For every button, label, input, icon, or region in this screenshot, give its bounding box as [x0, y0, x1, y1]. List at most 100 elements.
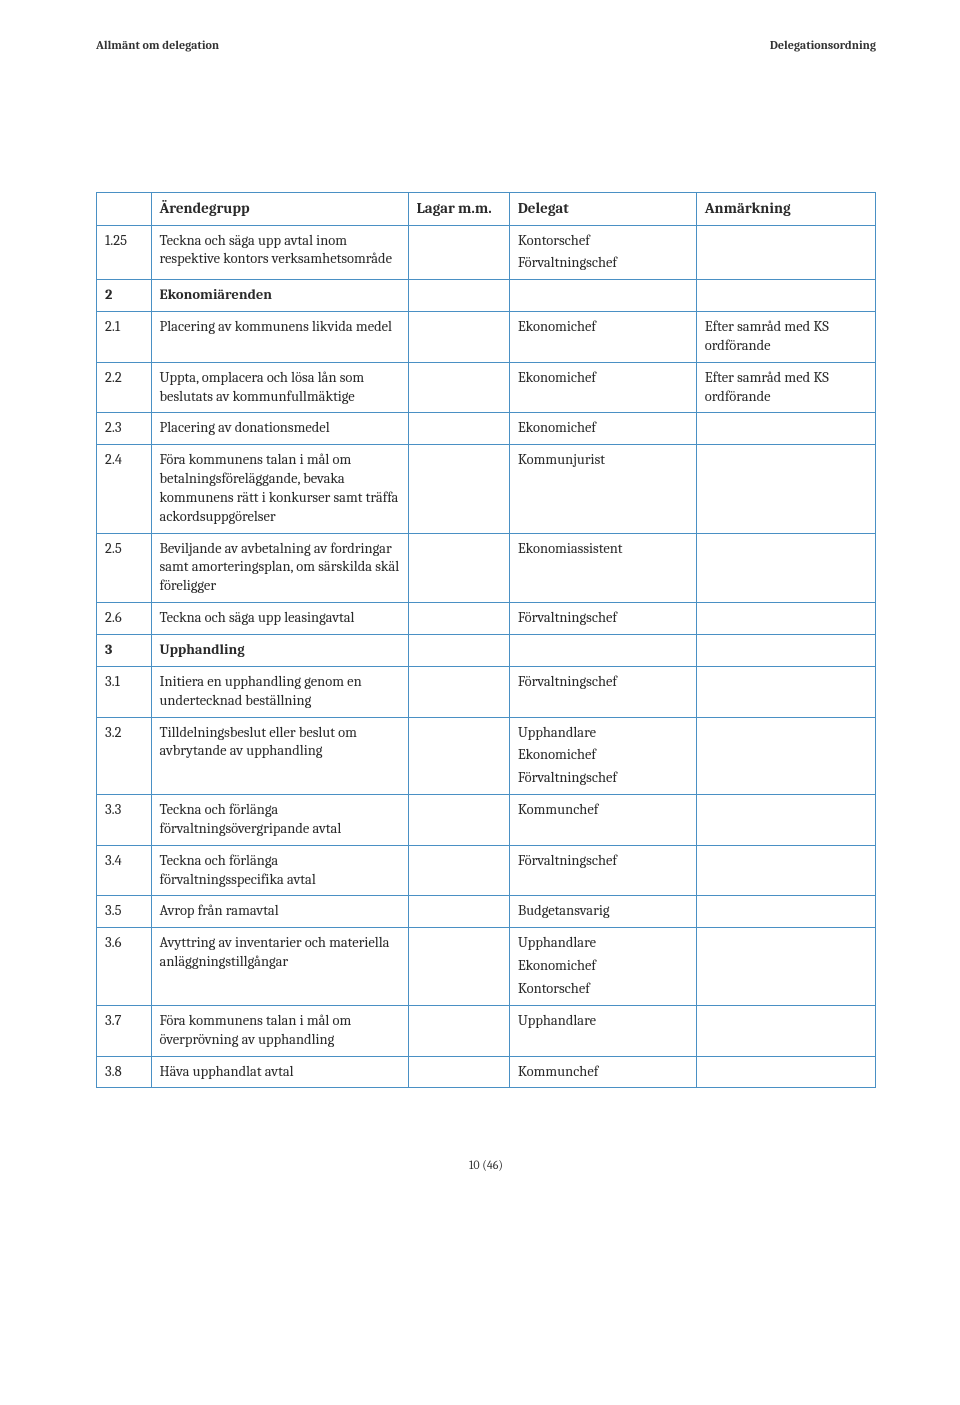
- cell-remark: [696, 845, 875, 896]
- cell-remark: [696, 795, 875, 846]
- col-group-header: Ärendegrupp: [151, 193, 408, 226]
- cell-delegat: Upphandlare: [509, 1005, 696, 1056]
- table-row: 2.6Teckna och säga upp leasing­avtalFörv…: [97, 603, 876, 635]
- cell-law: [408, 533, 509, 603]
- cell-delegat: Förvaltningschef: [509, 603, 696, 635]
- table-header-row: Ärendegrupp Lagar m.m. Delegat Anmärknin…: [97, 193, 876, 226]
- cell-group: Föra kommunens talan i mål om överprövni…: [151, 1005, 408, 1056]
- delegat-line: Upphandlare: [518, 934, 688, 953]
- table-row: 3.5Avrop från ramavtalBudgetansvarig: [97, 896, 876, 928]
- delegat-line: Kontorschef: [518, 232, 688, 251]
- cell-number: 2.4: [97, 445, 152, 533]
- cell-delegat: Kommunjurist: [509, 445, 696, 533]
- cell-law: [408, 717, 509, 795]
- delegat-line: Budgetansvarig: [518, 902, 688, 921]
- cell-number: 3.2: [97, 717, 152, 795]
- cell-delegat: UpphandlareEkonomichefFörvaltningschef: [509, 717, 696, 795]
- header-left: Allmänt om delegation: [96, 38, 219, 52]
- delegat-line: Förvaltningschef: [518, 609, 688, 628]
- cell-law: [408, 666, 509, 717]
- cell-group: Ekonomiärenden: [151, 280, 408, 312]
- col-number-header: [97, 193, 152, 226]
- cell-law: [408, 795, 509, 846]
- cell-law: [408, 312, 509, 363]
- table-row: 2.4Föra kommunens talan i mål om betalni…: [97, 445, 876, 533]
- cell-group: Häva upphandlat avtal: [151, 1056, 408, 1088]
- cell-number: 3: [97, 635, 152, 667]
- cell-group: Avyttring av inventarier och materiella …: [151, 928, 408, 1006]
- delegat-line: Ekonomichef: [518, 957, 688, 976]
- cell-group: Tilldelningsbeslut eller beslut om avbry…: [151, 717, 408, 795]
- cell-delegat: [509, 635, 696, 667]
- delegat-line: Ekonomiassistent: [518, 540, 688, 559]
- cell-group: Teckna och säga upp leasing­avtal: [151, 603, 408, 635]
- cell-remark: [696, 280, 875, 312]
- cell-delegat: Kommunchef: [509, 1056, 696, 1088]
- cell-number: 2.5: [97, 533, 152, 603]
- delegat-line: Upphandlare: [518, 724, 688, 743]
- table-row: 2.2Uppta, omplacera och lösa lån som bes…: [97, 362, 876, 413]
- delegat-line: Kommunchef: [518, 801, 688, 820]
- cell-law: [408, 445, 509, 533]
- cell-delegat: Ekonomichef: [509, 362, 696, 413]
- cell-remark: [696, 1056, 875, 1088]
- table-row: 1.25Teckna och säga upp avtal inom respe…: [97, 225, 876, 280]
- cell-remark: [696, 603, 875, 635]
- delegat-line: Kommunjurist: [518, 451, 688, 470]
- delegat-line: Ekonomichef: [518, 369, 688, 388]
- cell-delegat: Ekonomichef: [509, 312, 696, 363]
- cell-law: [408, 1005, 509, 1056]
- cell-number: 3.6: [97, 928, 152, 1006]
- cell-delegat: [509, 280, 696, 312]
- cell-number: 3.7: [97, 1005, 152, 1056]
- table-body: 1.25Teckna och säga upp avtal inom respe…: [97, 225, 876, 1088]
- cell-remark: [696, 666, 875, 717]
- cell-remark: [696, 635, 875, 667]
- cell-delegat: Ekonomiassistent: [509, 533, 696, 603]
- cell-law: [408, 928, 509, 1006]
- table-row: 2.3Placering av donationsmedelEkonomiche…: [97, 413, 876, 445]
- cell-remark: Efter samråd med KS ordförande: [696, 312, 875, 363]
- col-law-header: Lagar m.m.: [408, 193, 509, 226]
- cell-delegat: Upphandlare Ekonomichef Kontorschef: [509, 928, 696, 1006]
- cell-law: [408, 280, 509, 312]
- cell-group: Teckna och förlänga förvaltningsspecifik…: [151, 845, 408, 896]
- cell-number: 1.25: [97, 225, 152, 280]
- cell-number: 3.1: [97, 666, 152, 717]
- cell-delegat: Förvaltningschef: [509, 666, 696, 717]
- cell-remark: Efter samråd med KS ordförande: [696, 362, 875, 413]
- cell-group: Placering av kommunens likvida medel: [151, 312, 408, 363]
- cell-law: [408, 413, 509, 445]
- delegat-line: Förvaltningschef: [518, 852, 688, 871]
- cell-number: 3.8: [97, 1056, 152, 1088]
- table-row: 3Upphandling: [97, 635, 876, 667]
- cell-number: 2.1: [97, 312, 152, 363]
- cell-number: 3.3: [97, 795, 152, 846]
- cell-group: Teckna och säga upp avtal inom respektiv…: [151, 225, 408, 280]
- cell-group: Föra kommunens talan i mål om betalnings…: [151, 445, 408, 533]
- delegat-line: Förvaltningschef: [518, 673, 688, 692]
- header-right: Delegationsordning: [770, 38, 876, 52]
- cell-remark: [696, 445, 875, 533]
- cell-law: [408, 362, 509, 413]
- page-header: Allmänt om delegation Delegationsordning: [96, 38, 876, 52]
- cell-number: 2.3: [97, 413, 152, 445]
- delegat-line: Ekonomichef: [518, 746, 688, 765]
- cell-delegat: Budgetansvarig: [509, 896, 696, 928]
- table-row: 2.5Beviljande av avbetalning av fordring…: [97, 533, 876, 603]
- cell-remark: [696, 717, 875, 795]
- table-row: 2Ekonomiärenden: [97, 280, 876, 312]
- cell-law: [408, 635, 509, 667]
- col-remark-header: Anmärkning: [696, 193, 875, 226]
- cell-delegat: Kommunchef: [509, 795, 696, 846]
- table-row: 3.7Föra kommunens talan i mål om överprö…: [97, 1005, 876, 1056]
- table-row: 3.8Häva upphandlat avtal Kommunchef: [97, 1056, 876, 1088]
- table-row: 3.3Teckna och förlänga förvaltningsöverg…: [97, 795, 876, 846]
- delegat-line: Ekonomichef: [518, 419, 688, 438]
- col-delegat-header: Delegat: [509, 193, 696, 226]
- cell-remark: [696, 225, 875, 280]
- table-row: 2.1Placering av kommunens likvida medel E…: [97, 312, 876, 363]
- delegat-line: Kontorschef: [518, 980, 688, 999]
- cell-remark: [696, 413, 875, 445]
- table-row: 3.6Avyttring av inventarier och materiel…: [97, 928, 876, 1006]
